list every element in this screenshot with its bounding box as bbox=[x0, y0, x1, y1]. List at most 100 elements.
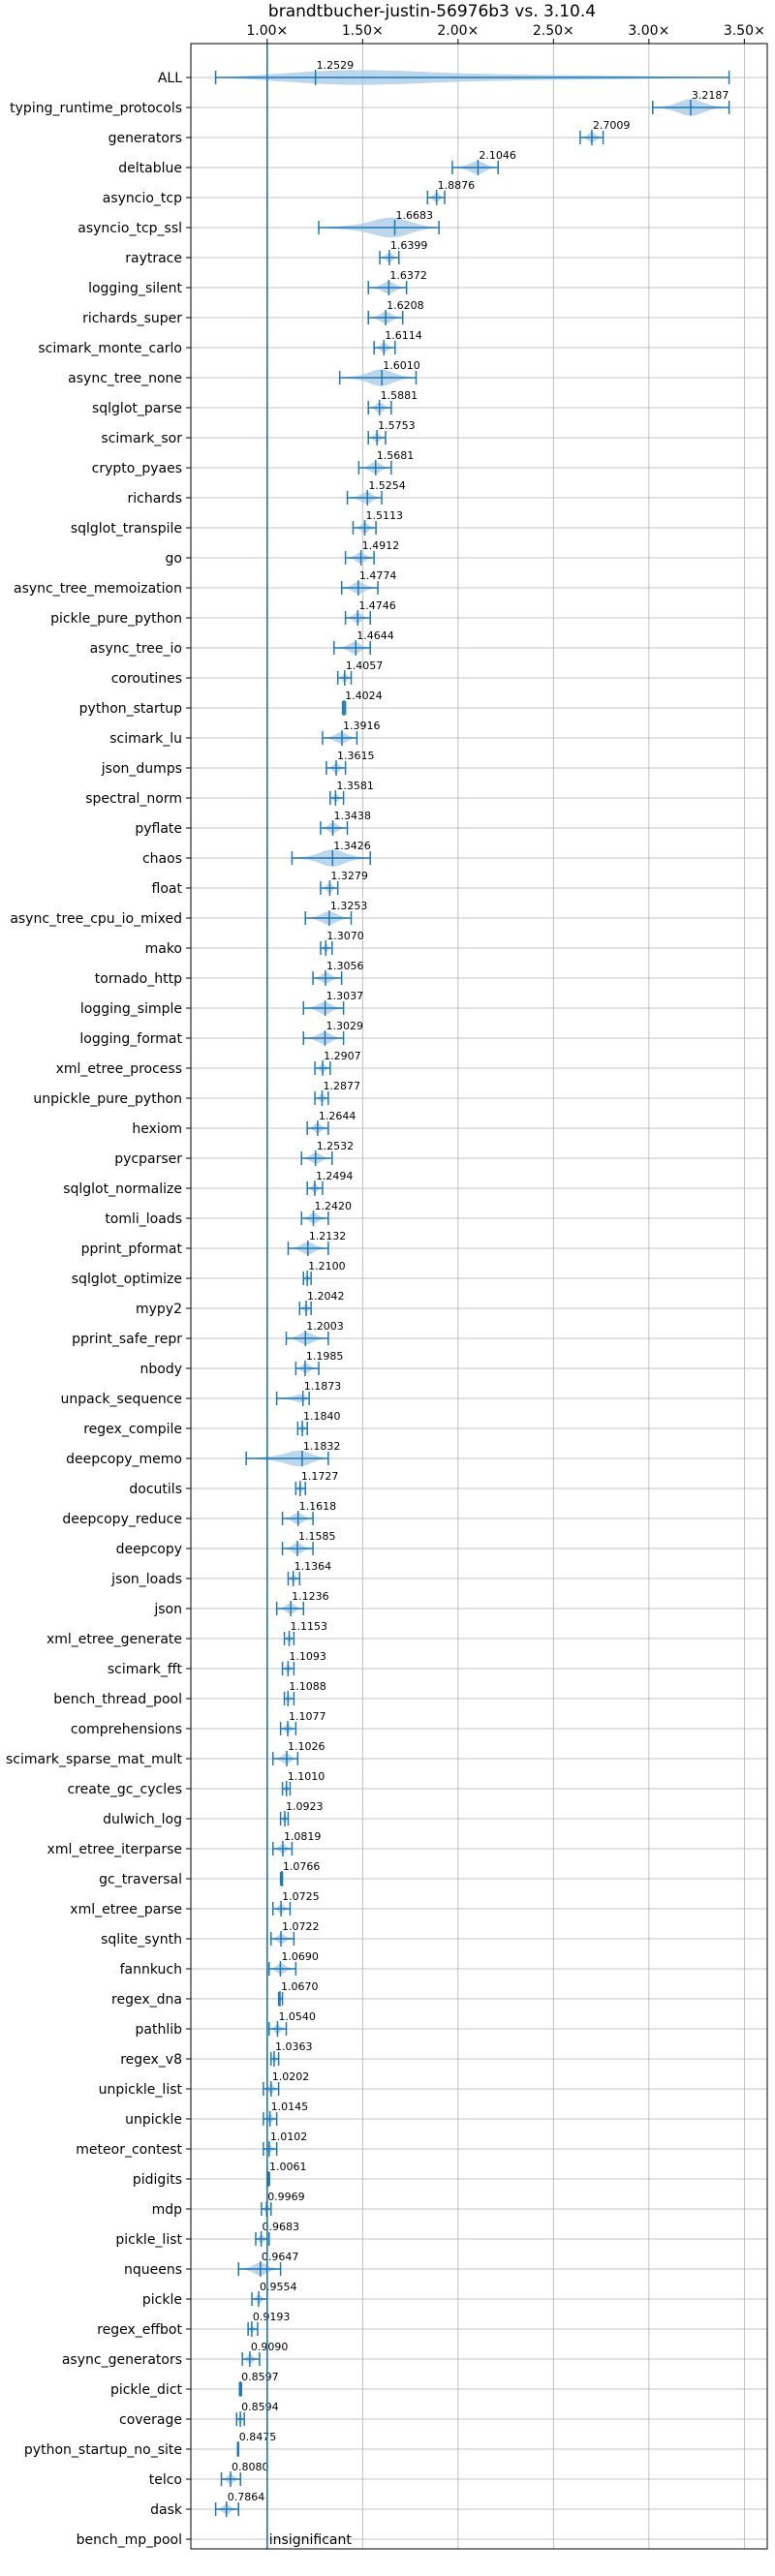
category-label: hexiom bbox=[132, 1121, 182, 1137]
category-label: xml_etree_generate bbox=[46, 1632, 182, 1647]
value-label: 1.2003 bbox=[306, 1320, 344, 1333]
value-label: 1.0923 bbox=[286, 1800, 324, 1813]
value-label: 1.5753 bbox=[378, 419, 416, 432]
category-label: coverage bbox=[119, 2412, 182, 2428]
category-label: bench_thread_pool bbox=[53, 1692, 182, 1707]
value-label: 1.1088 bbox=[289, 1680, 326, 1693]
value-label: 1.5254 bbox=[368, 479, 406, 492]
value-label: 1.2100 bbox=[308, 1260, 346, 1273]
category-label: logging_silent bbox=[88, 281, 182, 296]
value-label: 1.0145 bbox=[271, 2101, 309, 2113]
category-label: raytrace bbox=[125, 251, 182, 266]
category-label: python_startup_no_site bbox=[24, 2442, 182, 2458]
value-label: 1.4644 bbox=[356, 629, 394, 642]
category-label: comprehensions bbox=[71, 1722, 182, 1737]
category-label: pidigits bbox=[133, 2172, 182, 2188]
category-label: pickle_pure_python bbox=[50, 611, 182, 627]
category-label: unpack_sequence bbox=[61, 1392, 182, 1407]
category-label: deltablue bbox=[118, 161, 182, 176]
category-label: bench_mp_pool bbox=[77, 2532, 182, 2548]
value-label: 1.0363 bbox=[275, 2040, 313, 2053]
category-label: scimark_monte_carlo bbox=[38, 341, 182, 356]
value-label: 1.3253 bbox=[330, 900, 368, 912]
category-label: mypy2 bbox=[136, 1302, 182, 1317]
category-label: docutils bbox=[129, 1482, 182, 1497]
category-label: json_loads bbox=[110, 1572, 182, 1587]
category-label: json bbox=[153, 1602, 182, 1617]
category-label: richards_super bbox=[82, 311, 182, 326]
category-label: meteor_contest bbox=[76, 2142, 182, 2158]
category-label: mdp bbox=[152, 2202, 183, 2218]
value-label: 0.8080 bbox=[232, 2461, 269, 2473]
value-label: 1.3070 bbox=[326, 930, 364, 942]
value-label: 1.0670 bbox=[281, 1980, 319, 1993]
category-label: async_tree_cpu_io_mixed bbox=[10, 911, 182, 927]
category-label: python_startup bbox=[79, 701, 182, 717]
value-label: 1.3279 bbox=[330, 870, 368, 882]
x-tick-label: 3.50× bbox=[724, 23, 765, 39]
category-label: pathlib bbox=[136, 2022, 183, 2038]
value-label: 1.2907 bbox=[324, 1050, 361, 1062]
value-label: 1.1873 bbox=[304, 1380, 342, 1393]
category-label: chaos bbox=[142, 851, 182, 867]
category-label: pickle bbox=[142, 2292, 182, 2308]
value-label: 1.2042 bbox=[307, 1290, 345, 1303]
category-label: pickle_dict bbox=[110, 2382, 183, 2398]
value-label: 1.3037 bbox=[326, 990, 364, 1002]
category-label: unpickle_list bbox=[99, 2082, 183, 2098]
category-label: pycparser bbox=[114, 1151, 182, 1167]
value-label: 0.8594 bbox=[241, 2401, 278, 2413]
category-label: richards bbox=[128, 491, 183, 506]
category-label: go bbox=[166, 551, 182, 567]
value-label: 1.6010 bbox=[383, 359, 420, 372]
value-label: 1.0819 bbox=[284, 1830, 322, 1843]
category-label: create_gc_cycles bbox=[67, 1782, 182, 1797]
category-label: unpickle bbox=[125, 2112, 182, 2128]
category-label: float bbox=[152, 881, 183, 897]
category-label: regex_compile bbox=[83, 1422, 182, 1437]
category-label: nqueens bbox=[124, 2262, 182, 2278]
category-label: mako bbox=[145, 941, 182, 957]
value-label: 1.5681 bbox=[377, 449, 415, 462]
value-label: 1.2132 bbox=[309, 1230, 347, 1242]
value-label: 1.4057 bbox=[346, 659, 384, 672]
value-label: 1.2420 bbox=[314, 1200, 352, 1212]
category-label: logging_simple bbox=[80, 1001, 182, 1017]
category-label: tornado_http bbox=[95, 971, 182, 987]
value-label: 1.3615 bbox=[337, 750, 375, 762]
category-label: async_tree_none bbox=[68, 371, 182, 386]
value-label: 1.1585 bbox=[298, 1530, 336, 1543]
value-label: 1.1077 bbox=[289, 1710, 326, 1723]
value-label: 1.1236 bbox=[292, 1590, 329, 1603]
value-label: 1.6683 bbox=[395, 209, 433, 222]
value-label: 1.2877 bbox=[323, 1080, 360, 1092]
category-label: deepcopy bbox=[116, 1542, 182, 1557]
category-label: async_generators bbox=[62, 2352, 182, 2368]
category-label: scimark_lu bbox=[109, 731, 182, 747]
value-label: 1.1026 bbox=[288, 1740, 326, 1753]
value-label: 1.3581 bbox=[336, 780, 374, 792]
value-label: 1.4024 bbox=[345, 690, 383, 702]
value-label: 1.2494 bbox=[316, 1170, 354, 1182]
value-label: 1.1093 bbox=[289, 1650, 326, 1663]
category-label: fannkuch bbox=[120, 1962, 182, 1978]
category-label: sqlite_synth bbox=[101, 1932, 182, 1947]
category-label: spectral_norm bbox=[85, 791, 182, 807]
category-label: typing_runtime_protocols bbox=[10, 101, 182, 116]
insignificant-label: insignificant bbox=[269, 2532, 353, 2548]
value-label: 1.3056 bbox=[326, 960, 364, 972]
category-label: async_tree_memoization bbox=[14, 581, 182, 597]
value-label: 1.1840 bbox=[303, 1410, 341, 1423]
value-label: 1.1985 bbox=[306, 1350, 344, 1363]
value-label: 1.0540 bbox=[278, 2010, 316, 2023]
value-label: 1.8876 bbox=[438, 179, 476, 192]
value-label: 1.6399 bbox=[390, 239, 428, 252]
category-label: logging_format bbox=[79, 1031, 182, 1047]
x-tick-label: 1.00× bbox=[246, 23, 288, 39]
plot-frame bbox=[190, 43, 768, 2550]
category-label: coroutines bbox=[111, 671, 182, 687]
value-label: 1.2644 bbox=[319, 1110, 356, 1122]
x-tick-label: 2.50× bbox=[533, 23, 574, 39]
category-label: xml_etree_iterparse bbox=[47, 1842, 182, 1857]
